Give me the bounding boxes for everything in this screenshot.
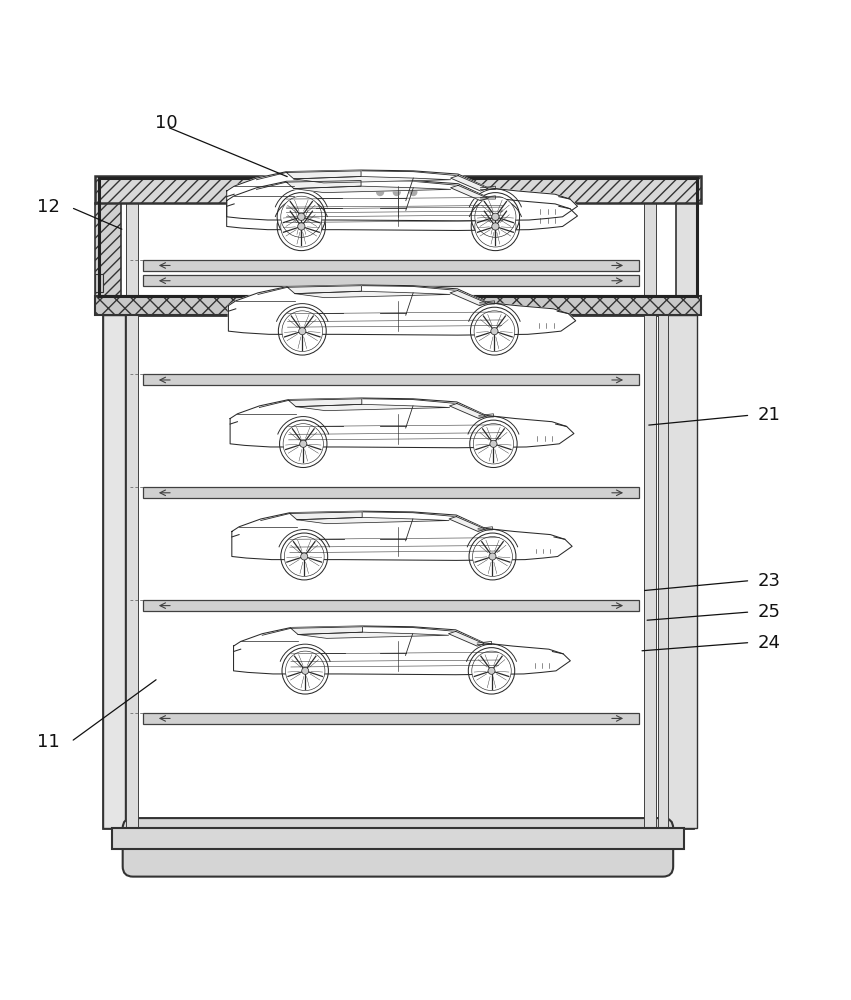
Bar [94,296,701,315]
Circle shape [475,196,516,237]
Circle shape [278,307,326,355]
Text: 23: 23 [757,572,780,590]
Bar [676,203,697,296]
Bar [99,178,697,296]
Circle shape [285,651,325,691]
Circle shape [375,187,386,197]
Circle shape [302,667,309,674]
Polygon shape [231,511,572,560]
Circle shape [284,537,324,576]
Circle shape [300,553,308,560]
Circle shape [489,553,496,560]
Circle shape [471,193,520,241]
Circle shape [299,328,306,335]
Polygon shape [451,185,488,201]
Polygon shape [295,291,450,298]
Polygon shape [288,286,362,294]
Circle shape [472,537,512,576]
Circle shape [282,311,323,351]
Circle shape [281,196,322,237]
Circle shape [391,187,402,197]
Circle shape [377,189,384,195]
Polygon shape [230,398,574,448]
Polygon shape [289,512,363,520]
Polygon shape [233,626,570,675]
Polygon shape [294,186,451,193]
Polygon shape [226,180,578,230]
Polygon shape [449,517,485,531]
Circle shape [281,206,322,247]
Circle shape [277,202,325,251]
Bar [143,600,639,611]
Bar [126,203,138,296]
Circle shape [471,307,518,355]
Polygon shape [298,632,448,638]
Polygon shape [448,631,484,646]
Bar [94,176,701,203]
Circle shape [473,424,514,464]
Text: 25: 25 [757,603,780,621]
Circle shape [469,533,516,580]
Circle shape [298,213,305,220]
Bar [126,315,138,828]
Polygon shape [291,627,363,634]
Polygon shape [297,517,449,524]
Bar [103,315,693,828]
Circle shape [474,311,515,351]
Circle shape [277,193,325,241]
Circle shape [393,189,400,195]
Text: 24: 24 [757,634,780,652]
Circle shape [408,187,419,197]
Circle shape [298,223,305,230]
Text: 21: 21 [757,406,780,424]
Bar [111,828,684,849]
Bar [659,315,668,828]
Bar [94,274,103,292]
Bar [103,315,124,828]
Text: 11: 11 [37,733,60,751]
Circle shape [283,424,323,464]
Bar [143,374,639,385]
Circle shape [491,328,498,335]
Circle shape [490,440,497,447]
Circle shape [468,648,515,694]
Polygon shape [226,170,578,221]
Bar [143,487,639,498]
Polygon shape [287,171,361,179]
Polygon shape [228,285,576,335]
Circle shape [475,206,516,247]
Circle shape [282,648,328,694]
Circle shape [492,223,499,230]
Circle shape [471,651,511,691]
Circle shape [488,667,495,674]
Polygon shape [449,404,486,419]
Polygon shape [451,176,488,191]
FancyBboxPatch shape [123,818,673,877]
Bar [644,315,656,828]
Bar [644,203,656,296]
Text: 10: 10 [156,114,178,132]
Bar [143,260,639,271]
Text: 12: 12 [37,198,60,216]
Circle shape [410,189,417,195]
Bar [143,275,639,286]
Bar [94,203,121,296]
Circle shape [470,420,517,468]
Circle shape [300,440,307,447]
Circle shape [492,213,499,220]
Circle shape [471,202,520,251]
Polygon shape [294,176,451,183]
Polygon shape [450,290,487,306]
Polygon shape [296,404,449,411]
Polygon shape [287,181,361,189]
Polygon shape [288,399,362,407]
Circle shape [281,533,328,580]
Bar [143,713,639,724]
Circle shape [280,420,327,468]
Bar [368,184,427,200]
Bar [661,315,697,828]
